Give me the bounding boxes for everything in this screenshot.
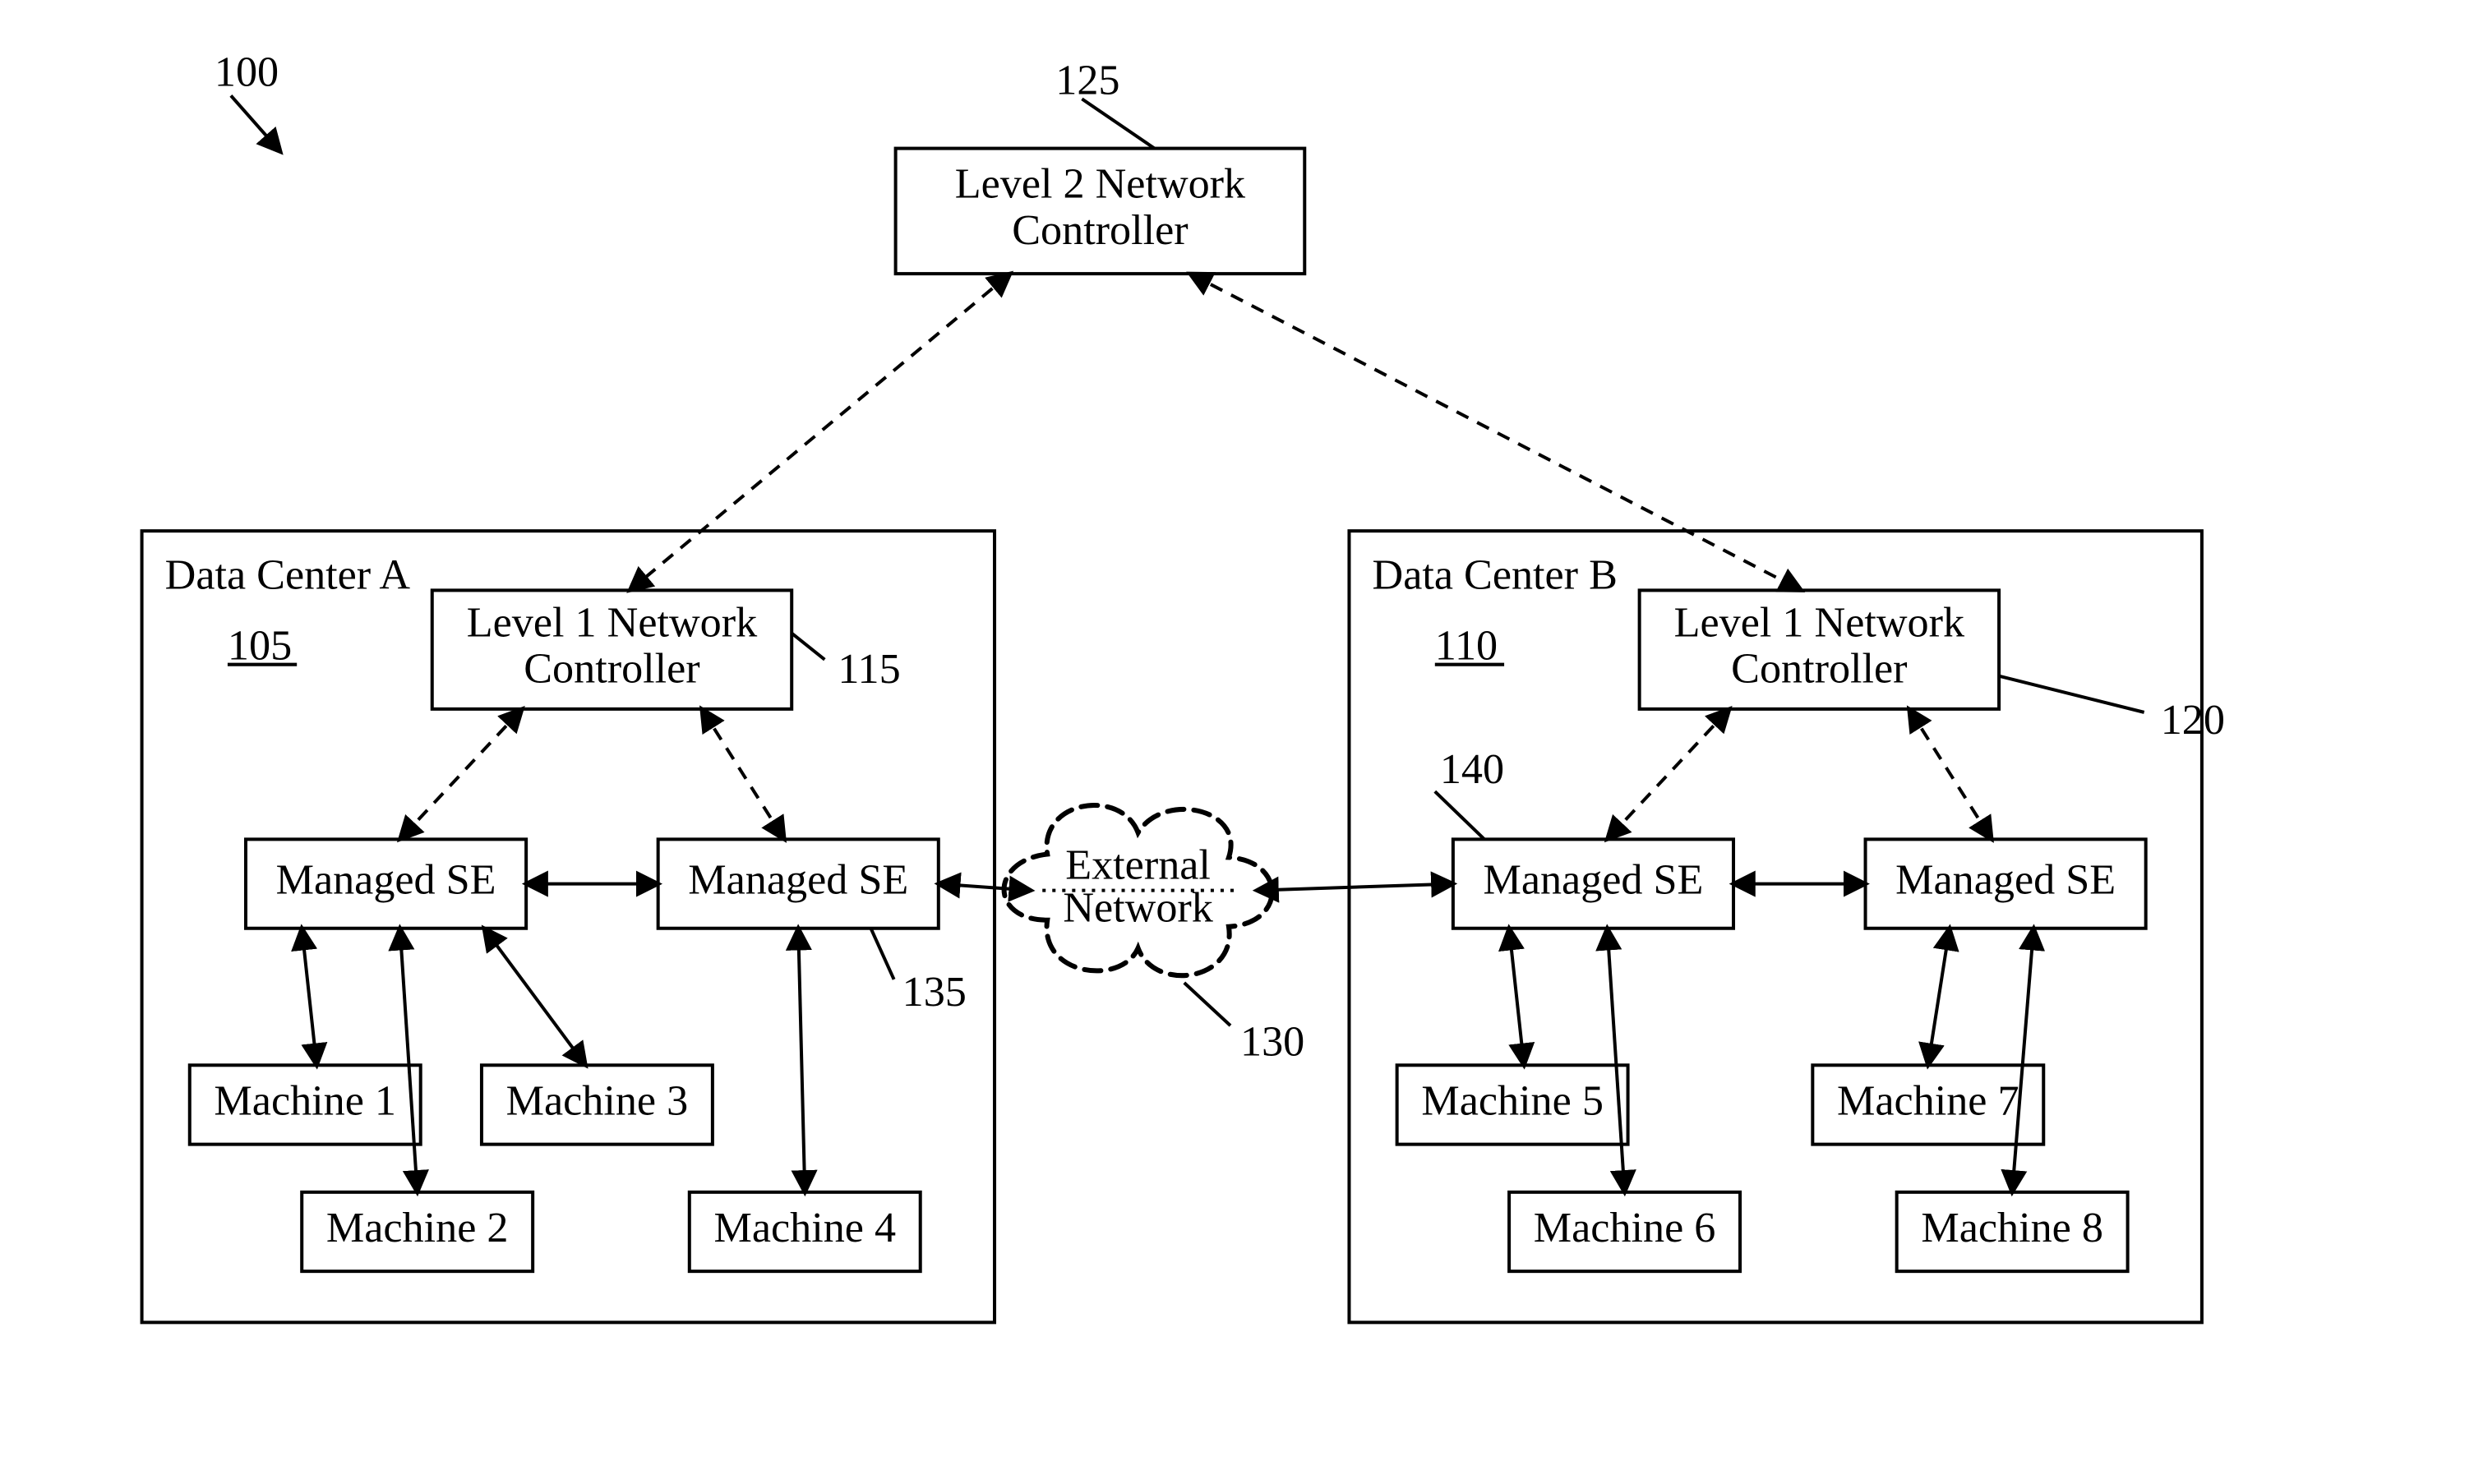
edge-seA1-m1 — [302, 929, 316, 1066]
network-diagram: Data Center A Data Center B Level 2 Networ… — [0, 0, 2474, 1484]
node-label-l1B: Controller — [1731, 646, 1907, 693]
edge-seB1-m6 — [1607, 929, 1624, 1192]
edge-seB1-m5 — [1509, 929, 1524, 1066]
ref-l1A: 115 — [838, 646, 900, 693]
edge-seA1-m3 — [484, 929, 585, 1066]
node-label-m6: Machine 6 — [1534, 1205, 1716, 1251]
edge-seB2-m8 — [2012, 929, 2033, 1192]
leader-l2 — [1082, 99, 1154, 148]
edge-seB1-cloud — [1257, 884, 1453, 891]
node-label-l2: Controller — [1012, 207, 1188, 254]
edge-seA2-m4 — [798, 929, 805, 1192]
node-label-m3: Machine 3 — [506, 1077, 689, 1124]
edge-l1B-seB1 — [1607, 709, 1729, 840]
leader-net — [1184, 983, 1230, 1025]
node-label-l1A: Level 1 Network — [467, 600, 758, 647]
leader-l1A — [792, 634, 824, 660]
node-label-l1A: Controller — [524, 646, 699, 693]
ref-net: 130 — [1240, 1018, 1304, 1065]
leader-seA2 — [871, 929, 894, 979]
ref-fig: 100 — [215, 48, 279, 95]
ref-dcA: 105 — [228, 623, 292, 670]
container-title-dcB: Data Center B — [1373, 551, 1618, 598]
node-label-m1: Machine 1 — [214, 1077, 396, 1124]
node-label-m7: Machine 7 — [1837, 1077, 2019, 1124]
container-title-dcA: Data Center A — [165, 551, 411, 598]
node-label-seB2: Managed SE — [1895, 857, 2116, 904]
ref-dcB: 110 — [1435, 623, 1498, 670]
ref-seA2: 135 — [902, 969, 967, 1016]
edge-l1A-seA1 — [400, 709, 522, 840]
node-label-l1B: Level 1 Network — [1674, 600, 1965, 647]
ref-seB1: 140 — [1440, 746, 1504, 793]
node-label-seA1: Managed SE — [276, 857, 496, 904]
edge-l2-l1A — [630, 274, 1010, 590]
ref-l1B: 120 — [2161, 697, 2225, 744]
edge-l2-l1B — [1190, 274, 1802, 590]
node-label-m8: Machine 8 — [1921, 1205, 2103, 1251]
node-label-m5: Machine 5 — [1421, 1077, 1604, 1124]
cloud-label: Network — [1063, 885, 1213, 932]
edge-seA2-cloud — [939, 884, 1031, 891]
edge-seB2-m7 — [1928, 929, 1950, 1066]
figure-pointer-arrow — [231, 95, 280, 151]
leader-l1B — [1999, 676, 2144, 712]
node-label-m2: Machine 2 — [326, 1205, 509, 1251]
node-label-seB1: Managed SE — [1483, 857, 1703, 904]
edge-seA1-m2 — [400, 929, 418, 1192]
edge-l1A-seA2 — [702, 709, 784, 840]
ref-l2: 125 — [1055, 57, 1119, 104]
node-label-l2: Level 2 Network — [955, 161, 1246, 208]
cloud-label: External — [1065, 841, 1211, 888]
edge-l1B-seB2 — [1909, 709, 1992, 840]
leader-seB1 — [1435, 791, 1484, 839]
node-label-seA2: Managed SE — [688, 857, 908, 904]
node-label-m4: Machine 4 — [713, 1205, 896, 1251]
